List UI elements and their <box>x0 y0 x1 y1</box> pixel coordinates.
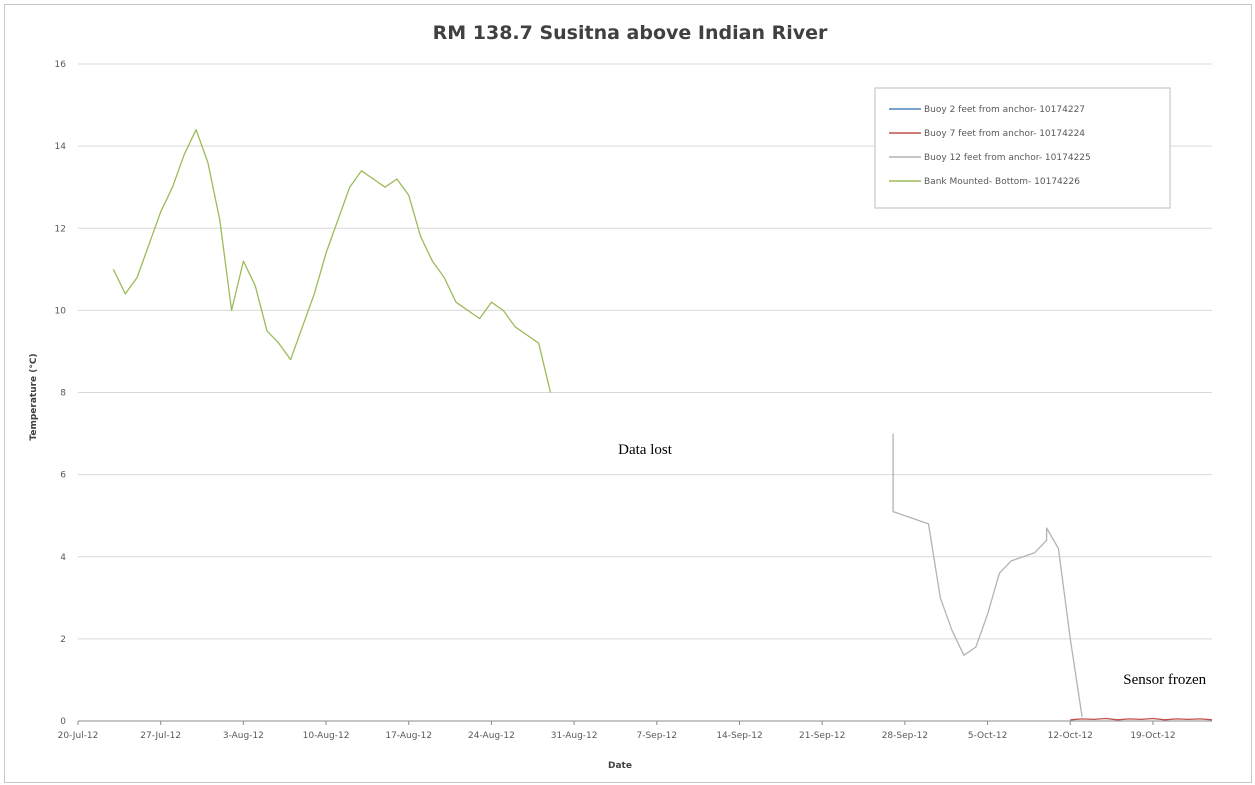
x-tick-label: 17-Aug-12 <box>385 731 432 741</box>
annotation-label: Sensor frozen <box>1123 672 1206 688</box>
y-tick-label: 16 <box>55 60 67 70</box>
legend-label: Buoy 12 feet from anchor- 10174225 <box>924 153 1091 163</box>
x-tick-label: 28-Sep-12 <box>882 731 928 741</box>
x-tick-labels: 20-Jul-12 27-Jul-12 3-Aug-12 10-Aug-12 17-Au… <box>58 721 1176 741</box>
y-tick-label: 14 <box>55 142 67 152</box>
y-tick-label: 0 <box>60 717 66 727</box>
annotation-label: Data lost <box>618 442 673 458</box>
legend: Buoy 2 feet from anchor- 10174227 Buoy 7 … <box>874 87 1171 209</box>
x-tick-label: 7-Sep-12 <box>636 731 677 741</box>
legend-label: Bank Mounted- Bottom- 10174226 <box>924 177 1080 187</box>
x-tick-label: 27-Jul-12 <box>140 731 181 741</box>
legend-box <box>874 87 1171 209</box>
chart-frame <box>4 4 1252 783</box>
x-tick-label: 24-Aug-12 <box>468 731 515 741</box>
x-tick-label: 14-Sep-12 <box>716 731 762 741</box>
x-tick-label: 19-Oct-12 <box>1130 731 1175 741</box>
legend-label: Buoy 7 feet from anchor- 10174224 <box>924 129 1085 139</box>
gridlines <box>78 63 1212 722</box>
y-tick-labels: 0 2 4 6 8 10 12 14 16 <box>55 60 67 727</box>
x-tick-label: 12-Oct-12 <box>1048 731 1093 741</box>
y-tick-label: 4 <box>60 553 66 563</box>
x-tick-label: 10-Aug-12 <box>303 731 350 741</box>
y-axis-label: Temperature (°C) <box>29 353 39 440</box>
y-tick-label: 6 <box>60 471 66 481</box>
y-tick-label: 8 <box>60 389 66 399</box>
annotations: Data lost Sensor frozen <box>618 442 1207 688</box>
x-tick-label: 21-Sep-12 <box>799 731 845 741</box>
x-tick-label: 5-Oct-12 <box>968 731 1008 741</box>
y-tick-label: 12 <box>55 224 66 234</box>
legend-label: Buoy 2 feet from anchor- 10174227 <box>924 105 1085 115</box>
x-axis-label: Date <box>608 761 632 771</box>
series-line <box>112 129 552 393</box>
series-line <box>892 433 1083 717</box>
x-tick-label: 20-Jul-12 <box>58 731 99 741</box>
chart-title: RM 138.7 Susitna above Indian River <box>433 22 828 44</box>
y-tick-label: 10 <box>55 306 67 316</box>
series-line <box>1070 717 1213 721</box>
series-lines <box>112 129 1213 721</box>
x-tick-label: 3-Aug-12 <box>223 731 264 741</box>
y-tick-label: 2 <box>60 635 66 645</box>
x-tick-label: 31-Aug-12 <box>551 731 598 741</box>
